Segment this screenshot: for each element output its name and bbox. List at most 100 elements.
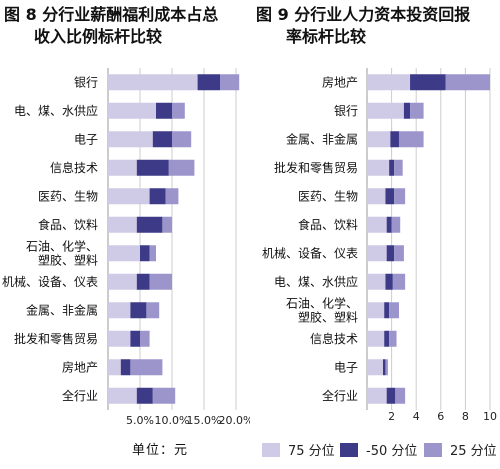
- category-label: 银行: [334, 104, 358, 118]
- legend-swatch-75: [262, 443, 280, 457]
- bar-segment-p75: [108, 102, 156, 119]
- legend-swatch-50: [340, 443, 358, 457]
- chart-title-line: 率标杆比较: [286, 27, 367, 46]
- bar-segment-p75: [108, 359, 121, 376]
- category-label-line: 石油、化学、: [286, 295, 358, 310]
- bar-segment-p75: [367, 359, 383, 376]
- bar-segment-p75: [108, 387, 137, 404]
- bar-segment-p25: [149, 245, 156, 262]
- bar-segment-m50: [389, 159, 395, 176]
- bar-segment-p25: [152, 387, 176, 404]
- x-tick-label: 6: [437, 410, 444, 423]
- bar-segment-p25: [389, 330, 397, 347]
- category-label: 机械、设备、仪表: [262, 245, 358, 260]
- bar-segment-p25: [162, 216, 172, 233]
- bar-segment-m50: [382, 359, 386, 376]
- plot-area: [367, 68, 490, 410]
- bar-segment-p75: [367, 302, 385, 319]
- bar-segment-p25: [220, 74, 240, 91]
- bar-segment-m50: [152, 131, 172, 148]
- legend-label: 75 分位: [288, 444, 335, 459]
- category-label-line: 石油、化学、: [26, 238, 98, 253]
- bar-segment-m50: [136, 273, 150, 290]
- category-label: 电、煤、水供应: [274, 274, 358, 289]
- category-label: 电子: [74, 132, 98, 146]
- bar-segment-p25: [394, 188, 406, 205]
- bar-segment-m50: [386, 387, 396, 404]
- legend-item-50: -50 分位: [340, 440, 417, 459]
- category-label: 房地产: [62, 359, 98, 374]
- bar-segment-p25: [398, 131, 424, 148]
- bar-segment-p25: [168, 159, 195, 176]
- bar-segment-p75: [367, 159, 390, 176]
- bar-segment-m50: [149, 188, 166, 205]
- x-tick-label: 10.0%: [155, 414, 190, 427]
- legend-swatch-25: [424, 443, 442, 457]
- bar-segment-p25: [392, 273, 406, 290]
- chart-title-line: 图 9 分行业人力资本投资回报: [256, 5, 471, 24]
- bar-segment-p75: [367, 245, 387, 262]
- category-label: 机械、设备、仪表: [2, 274, 98, 289]
- category-label: 石油、化学、塑胶、塑料: [286, 295, 358, 324]
- category-label: 石油、化学、塑胶、塑料: [26, 238, 98, 267]
- bar-segment-m50: [140, 245, 150, 262]
- x-tick-label: 5.0%: [126, 414, 154, 427]
- bar-segment-p75: [367, 387, 387, 404]
- category-label: 全行业: [62, 388, 98, 403]
- bar-segment-m50: [403, 102, 411, 119]
- bar-segment-p75: [108, 131, 153, 148]
- bar-segment-p25: [391, 216, 401, 233]
- bar-segment-p25: [172, 131, 192, 148]
- bar-segment-m50: [130, 302, 147, 319]
- category-label: 金属、非金属: [286, 131, 358, 146]
- bar-segment-m50: [384, 302, 390, 319]
- bar-segment-m50: [136, 216, 163, 233]
- legend-label: 25 分位: [450, 444, 497, 459]
- category-label: 电子: [334, 360, 358, 374]
- bar-segment-m50: [136, 387, 153, 404]
- bar-segment-m50: [385, 273, 393, 290]
- category-label-line: 塑胶、塑料: [298, 309, 358, 324]
- bar-segment-m50: [120, 359, 131, 376]
- bar-segment-m50: [130, 330, 140, 347]
- bar-segment-p25: [149, 273, 172, 290]
- bar-segment-p75: [367, 330, 385, 347]
- bar-segment-p25: [445, 74, 490, 91]
- bar-segment-p25: [394, 159, 403, 176]
- legend-item-75: 75 分位: [262, 440, 335, 459]
- bar-segment-m50: [386, 245, 395, 262]
- bar-segment-p75: [108, 273, 137, 290]
- bar-chart-left: 5.0% 10.0%15.0%20.0% 银行电、煤、水供应电子信息技术医药、生物食…: [2, 68, 250, 427]
- bar-segment-p75: [367, 131, 391, 148]
- bar-segment-m50: [156, 102, 172, 119]
- bar-segment-p25: [385, 359, 388, 376]
- x-tick-label: 2: [388, 410, 395, 423]
- bar-segment-p25: [395, 387, 406, 404]
- category-label-line: 塑胶、塑料: [38, 252, 98, 267]
- category-label: 食品、饮料: [38, 217, 98, 232]
- bar-segment-p75: [367, 74, 411, 91]
- bar-segment-p75: [108, 188, 150, 205]
- bar-segment-m50: [386, 216, 392, 233]
- category-label: 电、煤、水供应: [14, 103, 98, 118]
- category-label: 医药、生物: [298, 189, 358, 203]
- bar-segment-p25: [146, 302, 160, 319]
- chart-title-left: 图 8 分行业薪酬福利成本占总 收入比例标杆比较: [4, 4, 244, 48]
- bar-segment-m50: [410, 74, 446, 91]
- category-label: 批发和零售贸易: [14, 331, 98, 346]
- legend: 75 分位 -50 分位 25 分位: [0, 440, 500, 464]
- category-label: 全行业: [322, 388, 358, 403]
- chart-title-line: 图 8 分行业薪酬福利成本占总: [4, 5, 219, 24]
- legend-item-25: 25 分位: [424, 440, 497, 459]
- bar-segment-p75: [367, 273, 386, 290]
- category-label: 信息技术: [310, 331, 358, 346]
- bar-segment-p25: [140, 330, 150, 347]
- category-label: 批发和零售贸易: [274, 160, 358, 175]
- bar-segment-p75: [367, 216, 387, 233]
- bar-segment-p75: [367, 188, 386, 205]
- bar-segment-p75: [108, 216, 137, 233]
- bar-segment-m50: [197, 74, 220, 91]
- x-tick-label: 8: [462, 410, 469, 423]
- unit-label: 单位：元: [132, 443, 189, 458]
